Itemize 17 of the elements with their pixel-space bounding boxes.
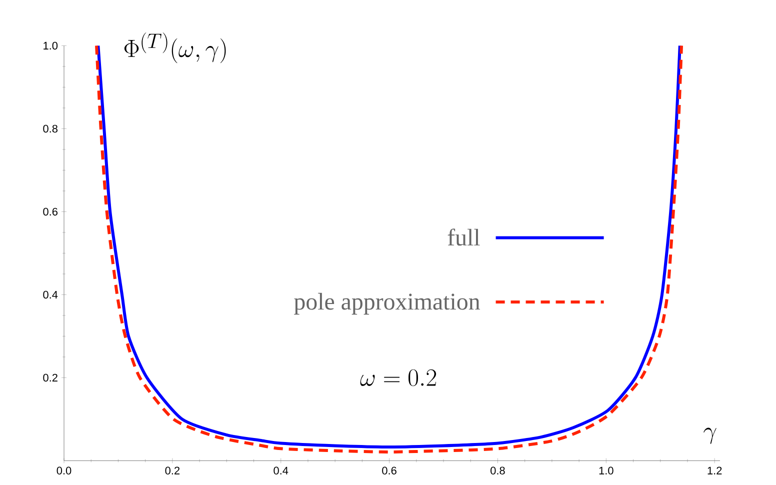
legend-label: pole approximation (294, 292, 480, 315)
y-tick-label: 0.6 (43, 208, 58, 216)
x-tick-label: 1.0 (599, 466, 614, 474)
x-tick-label: 0.8 (490, 466, 505, 474)
y-tick-label: 0.2 (43, 374, 58, 382)
x-tick-label: 1.2 (708, 466, 722, 474)
x-tick-label: 0.4 (274, 466, 288, 474)
annotation: $\omega = 0.2$ (360, 369, 436, 386)
y-tick-label: 0.8 (43, 124, 58, 133)
x-tick-label: 0.2 (165, 466, 180, 474)
x-tick-label: 0.6 (382, 466, 396, 474)
x-axis-title: $\gamma$ (704, 428, 716, 444)
y-tick-label: 1.0 (44, 42, 58, 50)
x-tick-label: 0.0 (56, 466, 72, 474)
legend-label: full (448, 228, 480, 246)
y-tick-label: 0.4 (43, 290, 58, 299)
y-axis-title: $\Phi^{(T)}(\omega,\gamma)$ (124, 32, 226, 64)
